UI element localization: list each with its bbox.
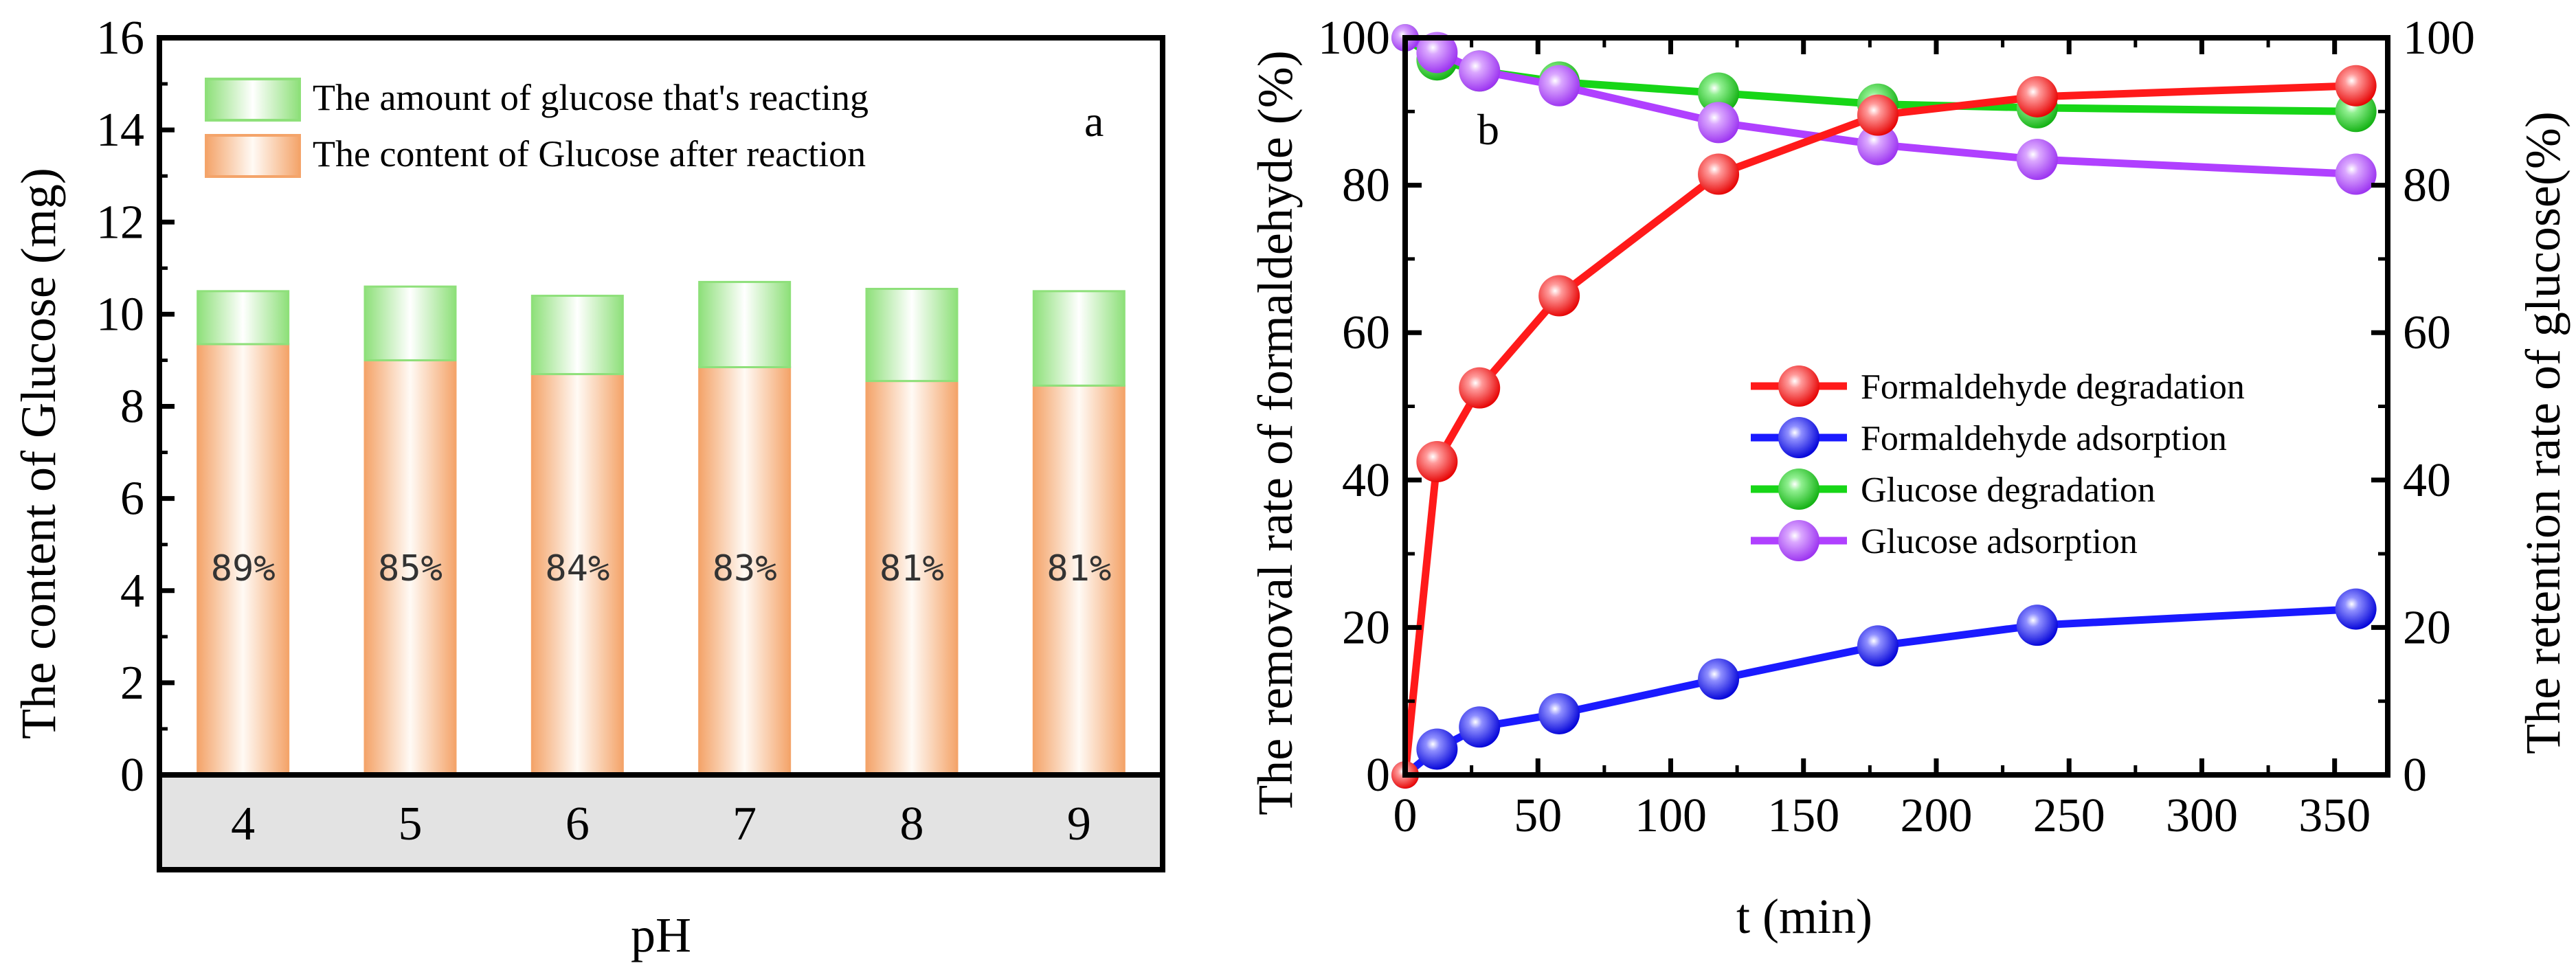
y-tick-label-right-b: 20: [2403, 601, 2451, 654]
legend-marker-b: [1778, 417, 1819, 458]
bar-glucose-after-9: [1032, 384, 1125, 776]
data-point-series-1: [1459, 706, 1501, 748]
data-point-series-3: [1459, 50, 1501, 92]
data-point-series-0: [1857, 94, 1899, 136]
legend-label-b: Formaldehyde adsorption: [1861, 419, 2227, 458]
legend-label-b: Glucose adsorption: [1861, 522, 2138, 561]
bar-percent-label: 84%: [545, 548, 609, 589]
legend-label-b: Formaldehyde degradation: [1861, 368, 2245, 407]
y-tick-label-right-b: 0: [2403, 749, 2427, 802]
y-tick-label-left-b: 80: [1342, 159, 1390, 212]
x-tick-label-b: 350: [2298, 789, 2371, 842]
bar-percent-label: 81%: [1046, 548, 1111, 589]
legend-swatch-a: [205, 78, 301, 122]
bar-percent-label: 83%: [713, 548, 777, 589]
y-axis-label-left-b: The removal rate of formaldehyde (%): [1248, 50, 1303, 815]
x-tick-label-b: 150: [1767, 789, 1839, 842]
data-point-series-3: [1538, 65, 1580, 106]
y-tick-label-left-b: 20: [1342, 601, 1390, 654]
legend-a: The amount of glucose that's reacting The…: [205, 77, 869, 178]
x-tick-label-b: 200: [1900, 789, 1972, 842]
data-point-series-3: [2016, 139, 2058, 181]
y-tick-label-left-b: 60: [1342, 306, 1390, 359]
y-tick-label-a: 0: [120, 749, 144, 802]
x-tick-label: 6: [565, 798, 590, 850]
bar-percent-label: 89%: [211, 548, 276, 589]
y-tick-label-a: 2: [120, 657, 144, 710]
y-axis-label-right-b: The retention rate of glucose(%): [2516, 111, 2571, 754]
y-tick-label-left-b: 100: [1318, 12, 1390, 65]
legend-label-b: Glucose degradation: [1861, 471, 2155, 510]
bar-glucose-reacting-6: [530, 295, 624, 376]
data-point-series-0: [2016, 76, 2058, 117]
data-point-series-1: [1698, 658, 1740, 700]
bar-glucose-reacting-4: [197, 290, 290, 346]
y-tick-label-a: 6: [120, 473, 144, 526]
x-tick-label-b: 50: [1514, 789, 1562, 842]
data-point-series-0: [2335, 65, 2377, 106]
y-tick-label-right-b: 100: [2403, 12, 2475, 65]
legend-marker-b: [1778, 520, 1819, 561]
x-tick-label-b: 0: [1393, 789, 1418, 842]
y-tick-label-left-b: 0: [1366, 749, 1390, 802]
x-tick-label-b: 300: [2166, 789, 2238, 842]
data-point-series-1: [1538, 692, 1580, 734]
data-point-series-0: [1459, 367, 1501, 409]
y-tick-label-a: 12: [96, 196, 144, 249]
bar-glucose-after-7: [698, 365, 792, 776]
bar-glucose-reacting-5: [363, 285, 457, 361]
y-tick-label-a: 4: [120, 565, 144, 618]
data-point-series-1: [2016, 605, 2058, 646]
x-tick-label-b: 250: [2033, 789, 2105, 842]
data-point-series-1: [1416, 728, 1458, 770]
data-point-series-0: [1538, 275, 1580, 317]
data-point-series-1: [1857, 625, 1899, 667]
y-tick-label-right-b: 80: [2403, 159, 2451, 212]
data-point-series-3: [1698, 102, 1740, 144]
x-tick-label: 9: [1067, 798, 1091, 850]
data-point-series-1: [2335, 588, 2377, 630]
bar-glucose-reacting-7: [698, 280, 792, 368]
data-point-series-2: [1698, 72, 1740, 114]
x-tick-label: 7: [732, 798, 757, 850]
y-tick-label-a: 14: [96, 104, 144, 157]
data-point-series-3: [2335, 153, 2377, 195]
legend-marker-b: [1778, 365, 1819, 407]
y-tick-label-right-b: 60: [2403, 306, 2451, 359]
panel-label-b: b: [1477, 105, 1499, 154]
y-tick-label-a: 16: [96, 12, 144, 65]
legend-b: Formaldehyde degradation Formaldehyde ads…: [1751, 365, 2245, 561]
bar-glucose-reacting-8: [865, 287, 959, 383]
y-axis-label-a: The content of Glucose (mg): [11, 168, 66, 739]
panel-label-a: a: [1084, 97, 1104, 146]
x-tick-label-b: 100: [1635, 789, 1707, 842]
bar-percent-label: 85%: [378, 548, 443, 589]
y-tick-label-a: 8: [120, 381, 144, 433]
x-tick-label: 4: [231, 798, 255, 850]
legend-swatch-a: [205, 134, 301, 178]
x-axis-label-a: pH: [631, 907, 691, 962]
legend-marker-b: [1778, 469, 1819, 510]
bar-percent-label: 81%: [880, 548, 944, 589]
data-point-series-0: [1416, 440, 1458, 482]
panel-a: 0 2 4 6 8 10 12 14 16 89% 4 85% 5 84% 6 83% 7 81% 8 81% 9 T…: [11, 12, 1165, 962]
data-point-series-0: [1698, 153, 1740, 195]
y-tick-label-right-b: 40: [2403, 454, 2451, 507]
data-point-series-3: [1857, 124, 1899, 166]
x-tick-label: 8: [900, 798, 924, 850]
bar-glucose-after-5: [363, 359, 457, 776]
legend-label-a: The amount of glucose that's reacting: [313, 77, 869, 118]
y-tick-label-a: 10: [96, 288, 144, 341]
bar-glucose-after-4: [197, 343, 290, 776]
x-axis-label-b: t (min): [1736, 889, 1872, 944]
x-tick-label: 5: [399, 798, 423, 850]
legend-label-a: The content of Glucose after reaction: [313, 133, 866, 174]
y-tick-label-left-b: 40: [1342, 454, 1390, 507]
category-band: [157, 772, 1165, 872]
bar-glucose-reacting-9: [1032, 290, 1125, 387]
data-point-series-3: [1416, 32, 1458, 74]
